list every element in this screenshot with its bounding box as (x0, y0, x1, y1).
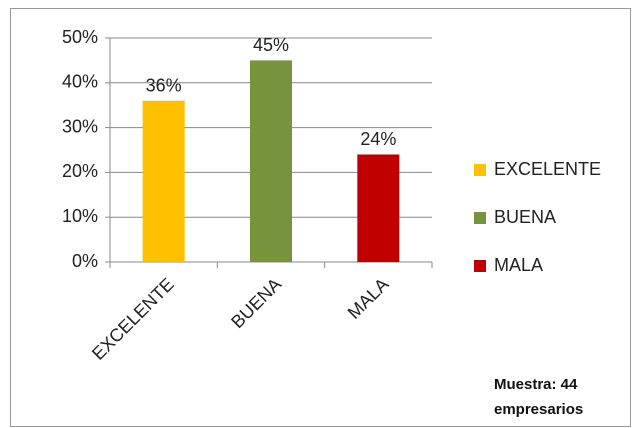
y-tick-label: 50% (62, 27, 98, 47)
value-label: 45% (253, 35, 289, 55)
legend-label: BUENA (494, 207, 556, 227)
bar (142, 100, 185, 262)
y-tick-label: 40% (62, 72, 98, 92)
annotation: Muestra: 44 empresarios (494, 376, 584, 418)
legend-label: MALA (494, 255, 543, 275)
y-tick-label: 10% (62, 206, 98, 226)
y-tick-label: 20% (62, 161, 98, 181)
value-label: 36% (146, 75, 182, 95)
legend-swatch (474, 164, 486, 176)
value-label: 24% (360, 129, 396, 149)
y-tick-label: 0% (72, 251, 98, 271)
bar (357, 154, 400, 262)
bar (250, 60, 292, 263)
legend-swatch (474, 260, 486, 272)
legend-swatch (474, 212, 486, 224)
y-tick-label: 30% (62, 116, 98, 136)
legend-label: EXCELENTE (494, 159, 601, 179)
